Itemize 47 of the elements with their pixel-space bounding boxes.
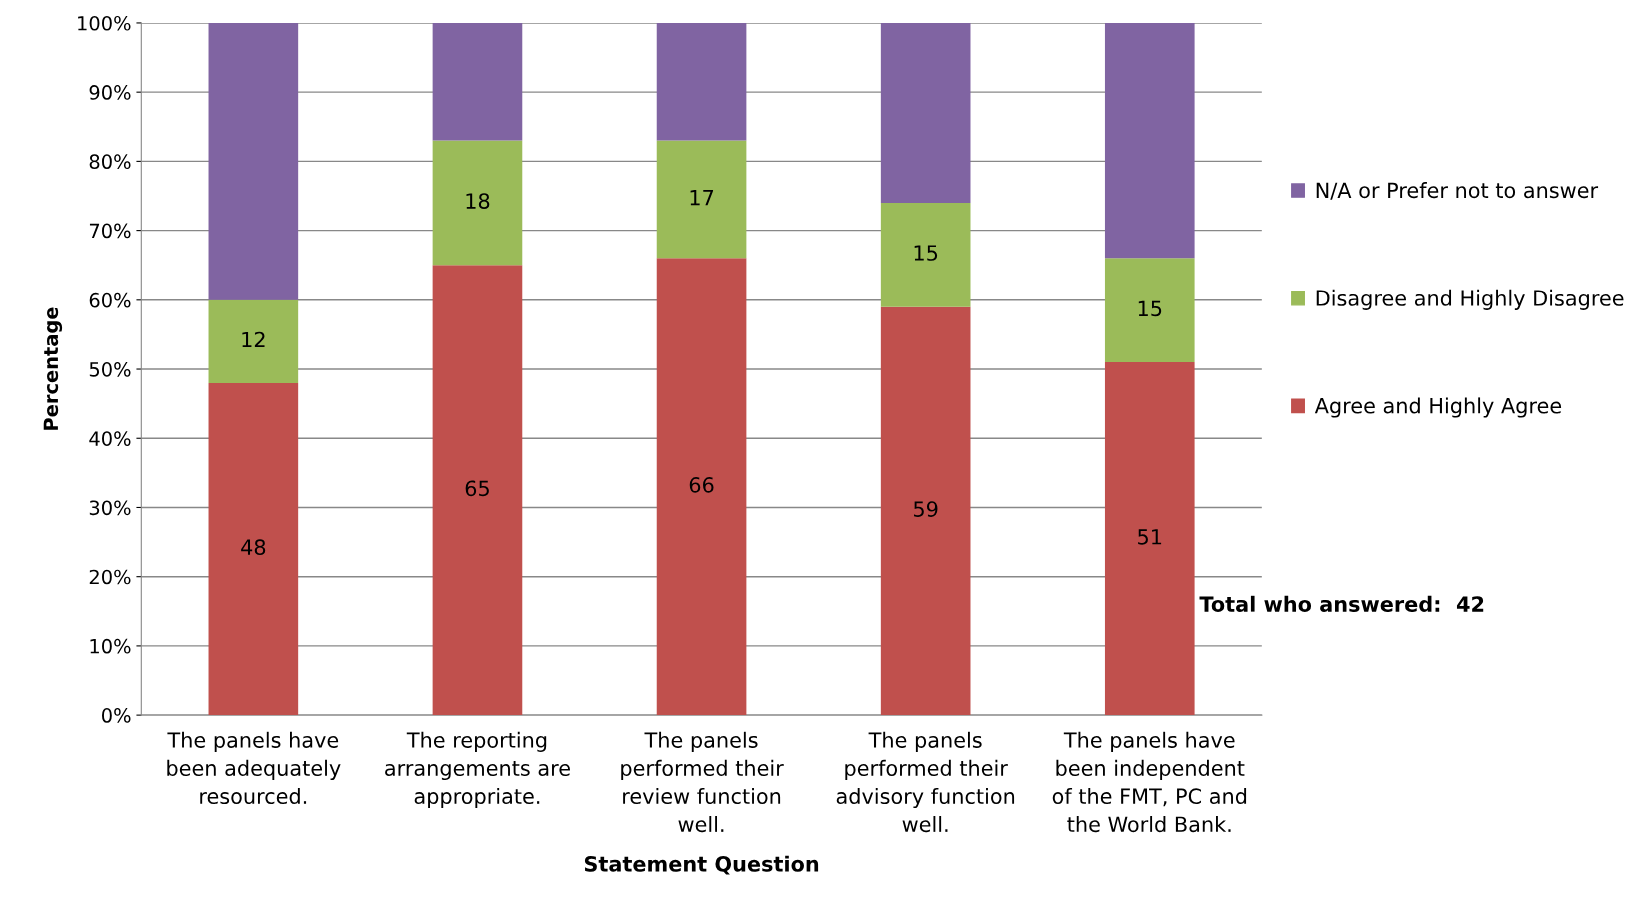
x-tick-label: The panels performed their review function well. [621, 731, 784, 833]
data-label: 15 [1138, 300, 1162, 317]
x-tick-label: The panels have been adequately resourced. [167, 731, 341, 805]
x-tick-label: The panels have been independent of the FMT, PC and the World Bank. [1052, 731, 1247, 833]
bar [880, 22, 971, 203]
bar [656, 258, 747, 716]
bar [656, 22, 747, 141]
bar [880, 202, 971, 307]
x-axis-title: Statement Question [584, 855, 819, 875]
y-tick-label: 10% [90, 638, 131, 654]
bar [432, 22, 523, 141]
bar [656, 140, 747, 259]
x-tick-label: The reporting arrangements are appropriate. [385, 731, 570, 809]
y-tick-label: 0% [102, 708, 131, 723]
data-label: 66 [689, 476, 714, 493]
y-tick-label: 40% [89, 431, 131, 446]
y-tick-label: 100% [78, 15, 131, 31]
data-label: 15 [914, 245, 938, 261]
data-label: 17 [690, 190, 714, 206]
y-tick-label: 80% [89, 154, 131, 170]
x-tick-label: The panels performed their advisory function well. [836, 731, 1015, 833]
y-tick-label: 20% [89, 569, 131, 585]
y-tick-label: 30% [89, 500, 131, 516]
data-label: 18 [466, 193, 490, 209]
legend-label: N/A or Prefer not to answer [1316, 182, 1599, 200]
y-tick-label: 70% [89, 223, 131, 239]
annotation: Total who answered: 42 [1199, 595, 1484, 612]
bar [208, 299, 299, 383]
legend-label: Agree and Highly Agree [1314, 397, 1562, 418]
data-label: 12 [242, 331, 265, 348]
y-tick-label: 90% [89, 85, 131, 100]
bar [1104, 362, 1195, 716]
data-label: 51 [1138, 529, 1162, 545]
data-label: 65 [465, 480, 489, 497]
bar [208, 382, 299, 716]
bar [880, 306, 971, 716]
legend-label: Disagree and Highly Disagree [1316, 289, 1624, 310]
bar [432, 265, 523, 716]
bar [208, 22, 299, 300]
bar [432, 140, 523, 266]
y-tick-label: 50% [89, 361, 131, 377]
data-label: 48 [241, 539, 266, 556]
bar [1104, 22, 1195, 259]
data-label: 59 [914, 501, 938, 517]
bar [1104, 258, 1195, 363]
y-axis-title: Percentage [43, 307, 63, 430]
y-tick-label: 60% [89, 292, 131, 308]
